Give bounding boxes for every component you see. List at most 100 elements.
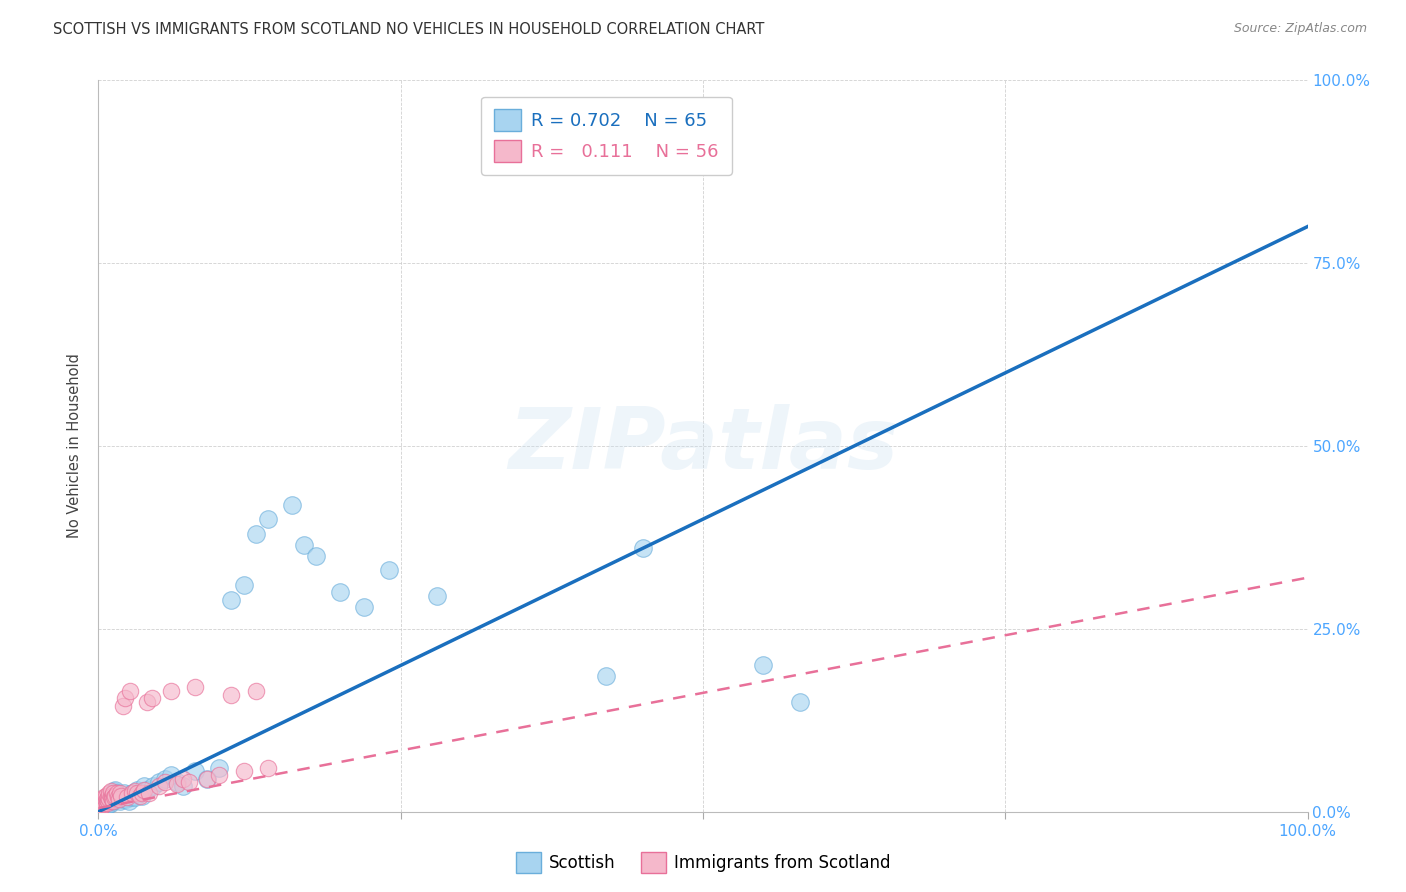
Point (96, 797, 118, 812)
Point (101, 794, 124, 808)
Legend: R = 0.702    N = 65, R =   0.111    N = 56: R = 0.702 N = 65, R = 0.111 N = 56 (481, 96, 731, 175)
Point (160, 768, 183, 782)
Point (179, 775, 201, 789)
Point (208, 761, 231, 775)
Text: Source: ZipAtlas.com: Source: ZipAtlas.com (1233, 22, 1367, 36)
Point (153, 772, 176, 786)
Point (97, 790, 120, 805)
Point (96, 794, 118, 808)
Point (377, 563, 399, 577)
Point (98, 797, 121, 812)
Point (108, 790, 131, 805)
Point (100, 796, 122, 810)
Point (292, 538, 315, 552)
Point (107, 790, 129, 805)
Point (232, 578, 254, 592)
Point (245, 526, 267, 541)
Point (108, 791, 131, 805)
Point (93, 796, 115, 810)
Point (195, 772, 218, 786)
Point (117, 790, 139, 805)
Point (131, 789, 153, 803)
Point (100, 789, 122, 803)
Text: SCOTTISH VS IMMIGRANTS FROM SCOTLAND NO VEHICLES IN HOUSEHOLD CORRELATION CHART: SCOTTISH VS IMMIGRANTS FROM SCOTLAND NO … (53, 22, 765, 37)
Point (120, 790, 142, 805)
Point (101, 791, 124, 805)
Point (172, 779, 194, 793)
Point (166, 777, 188, 791)
Point (111, 698, 134, 713)
Point (184, 764, 207, 779)
Point (97, 791, 120, 805)
Point (94, 794, 117, 808)
Point (789, 695, 811, 709)
Point (104, 789, 127, 803)
Point (91, 798, 114, 813)
Point (108, 794, 131, 808)
Point (98, 791, 121, 805)
Point (232, 764, 254, 779)
Point (221, 592, 243, 607)
Point (138, 787, 160, 801)
Point (135, 695, 157, 709)
Point (121, 787, 143, 801)
Point (98, 787, 121, 801)
Point (101, 787, 124, 801)
Text: ZIPatlas: ZIPatlas (508, 404, 898, 488)
Point (121, 787, 143, 801)
Point (631, 541, 654, 556)
Point (110, 789, 132, 803)
Point (100, 794, 122, 808)
Point (91, 797, 114, 812)
Point (112, 787, 135, 801)
Point (329, 585, 352, 599)
Point (105, 787, 128, 801)
Point (97, 796, 120, 810)
Point (98, 794, 121, 808)
Point (90, 797, 112, 812)
Point (141, 691, 163, 706)
Point (93, 799, 115, 814)
Point (105, 787, 128, 801)
Point (100, 789, 122, 803)
Point (111, 791, 134, 805)
Point (94, 796, 117, 810)
Y-axis label: No Vehicles in Household: No Vehicles in Household (67, 353, 83, 539)
Point (90, 801, 112, 815)
Point (124, 784, 146, 798)
Point (114, 691, 136, 706)
Point (118, 684, 141, 698)
Point (100, 790, 122, 805)
Point (135, 782, 157, 797)
Point (128, 789, 150, 803)
Point (96, 796, 118, 810)
Point (184, 681, 207, 695)
Point (353, 599, 375, 614)
Point (93, 797, 115, 812)
Point (134, 782, 156, 797)
Point (104, 782, 127, 797)
Point (142, 779, 165, 793)
Point (124, 790, 146, 805)
Point (153, 775, 176, 789)
Legend: Scottish, Immigrants from Scotland: Scottish, Immigrants from Scotland (509, 846, 897, 880)
Point (127, 782, 149, 797)
Point (114, 790, 136, 805)
Point (208, 768, 231, 782)
Point (104, 789, 127, 803)
Point (195, 772, 218, 786)
Point (101, 787, 124, 801)
Point (172, 772, 194, 786)
Point (91, 800, 114, 814)
Point (256, 512, 278, 526)
Point (160, 684, 183, 698)
Point (148, 779, 170, 793)
Point (166, 775, 188, 789)
Point (148, 775, 170, 789)
Point (256, 761, 278, 775)
Point (134, 779, 156, 793)
Point (131, 787, 153, 801)
Point (91, 798, 114, 813)
Point (595, 669, 617, 683)
Point (93, 790, 115, 805)
